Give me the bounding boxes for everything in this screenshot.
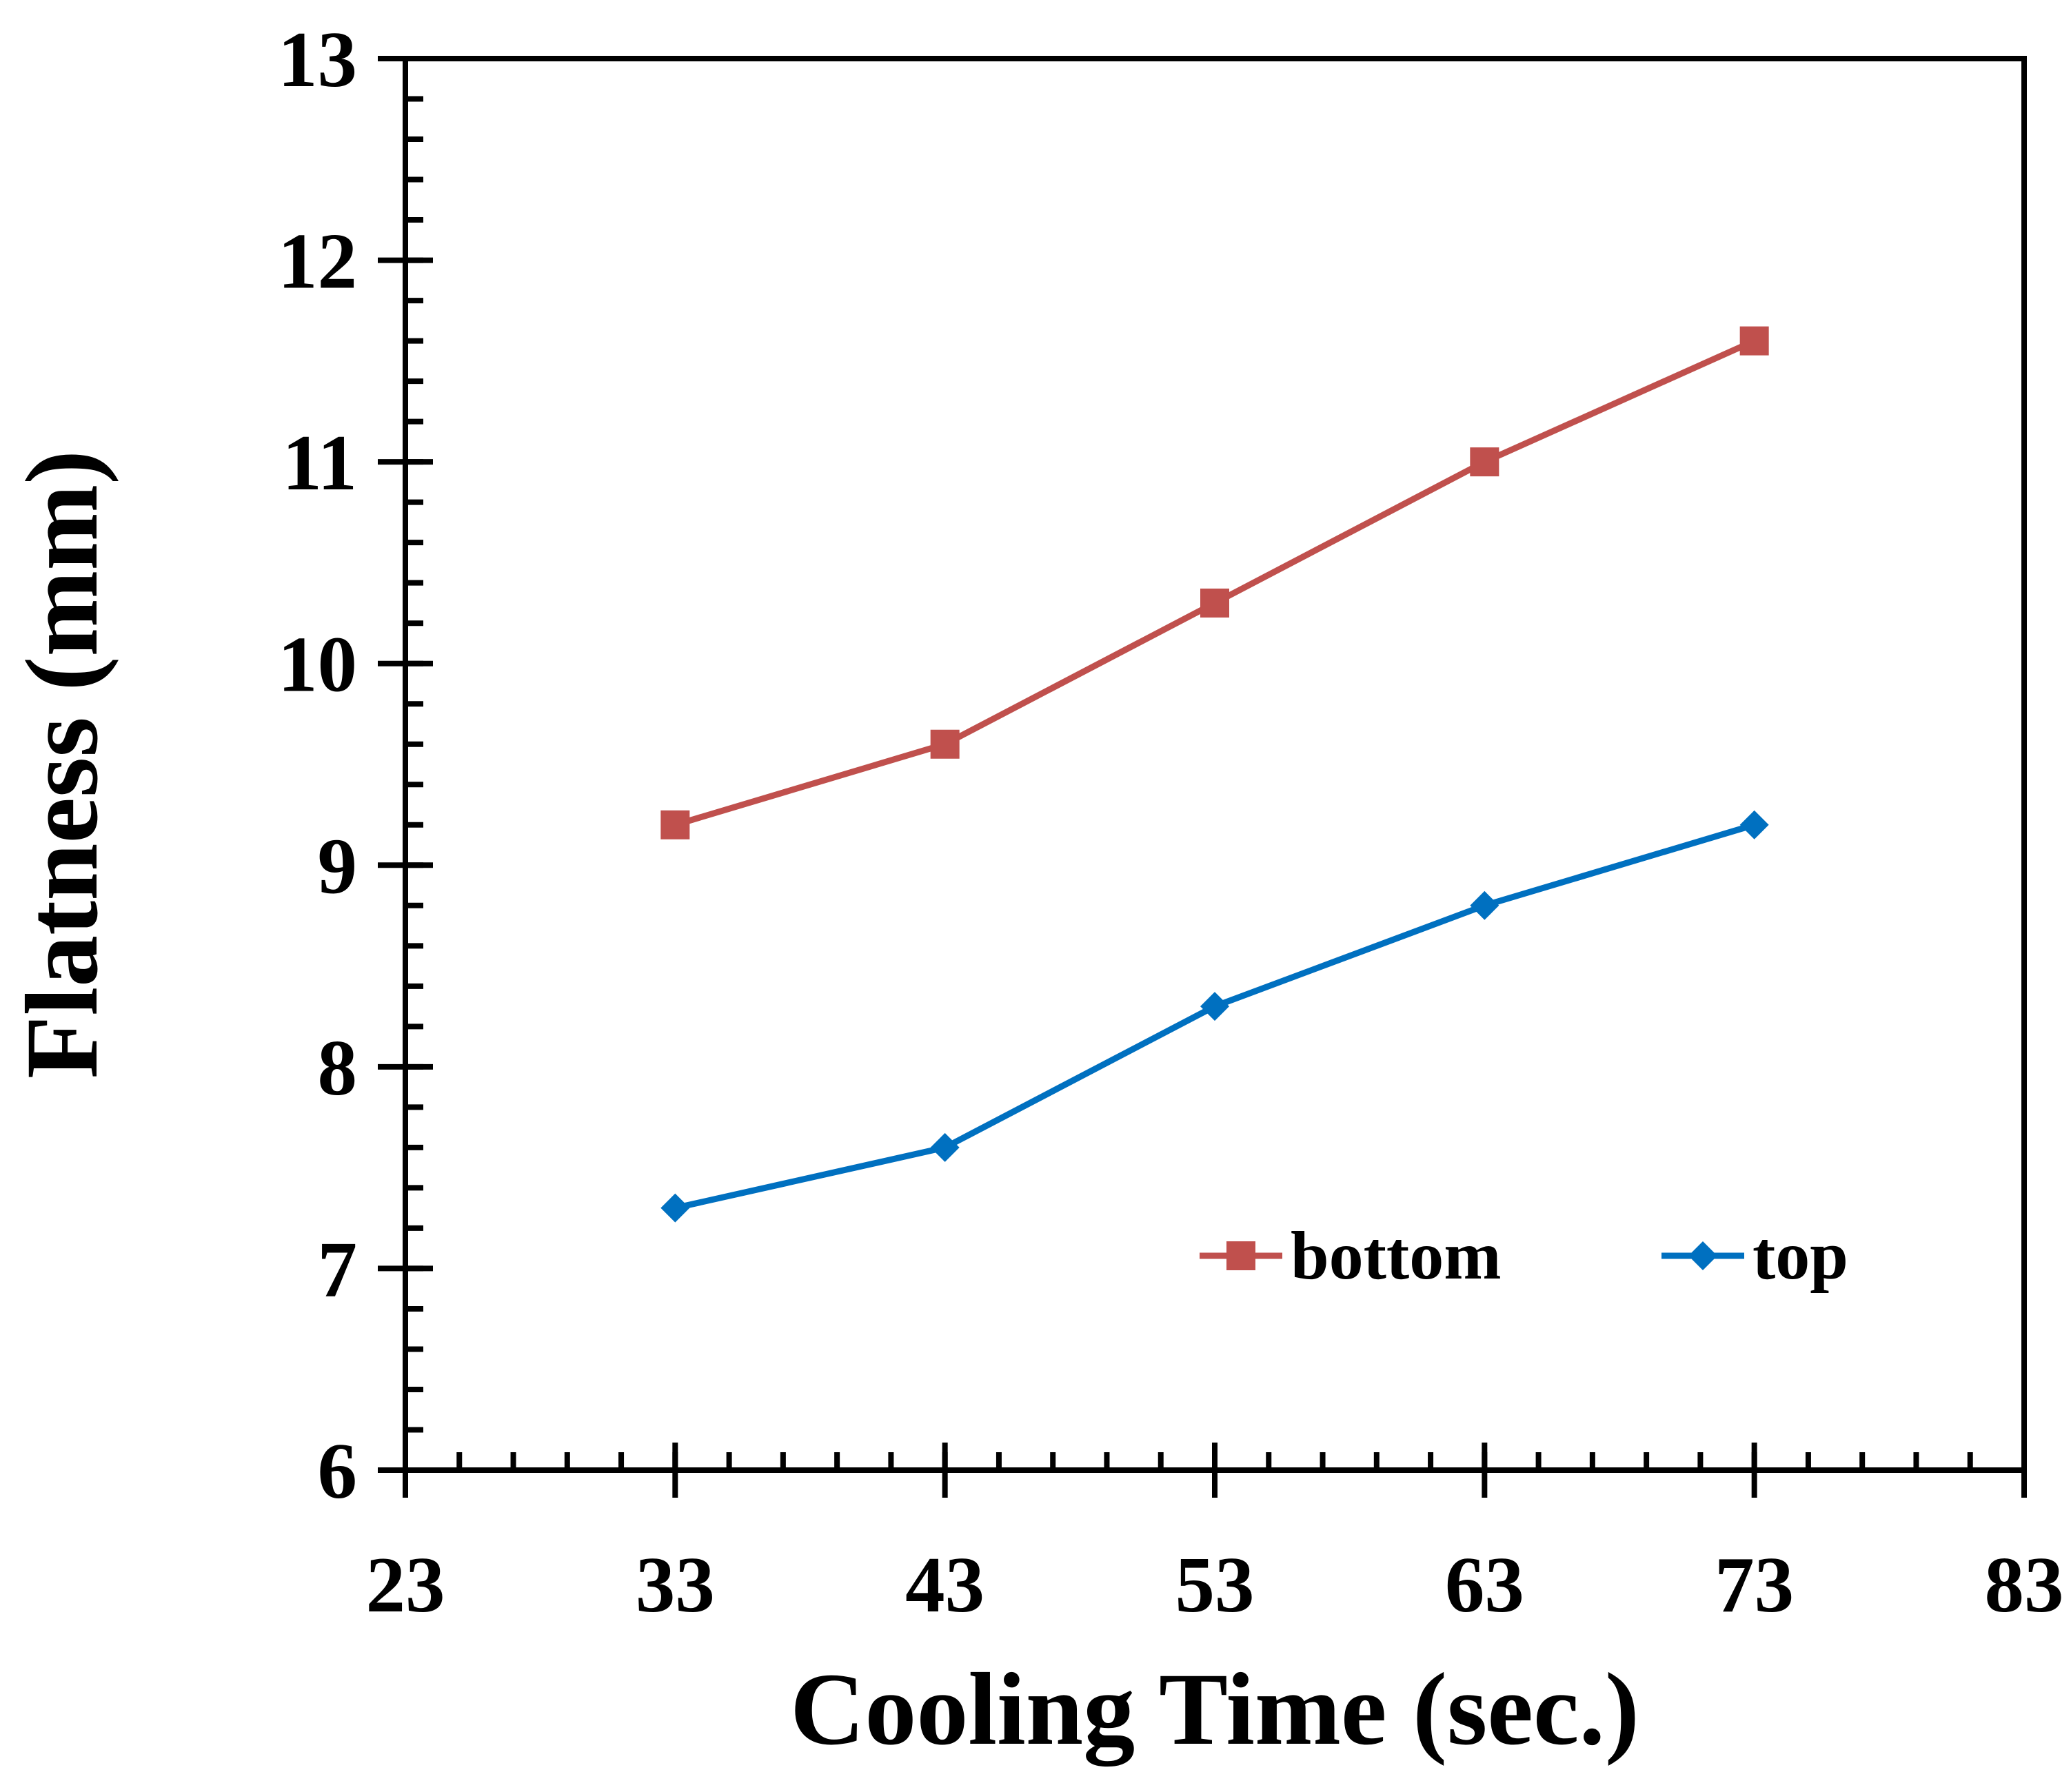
data-point-top (1739, 810, 1769, 839)
y-tick-labels: 6 7 8 9 10 11 12 13 (278, 16, 357, 1515)
legend-top-label: top (1752, 1217, 1848, 1294)
series-layer (660, 326, 1769, 1223)
x-tick-label: 73 (1715, 1541, 1794, 1629)
data-point-top (930, 1132, 960, 1162)
y-tick-label: 12 (278, 218, 357, 305)
x-tick-label: 23 (366, 1541, 445, 1629)
y-tick-label: 9 (318, 822, 358, 910)
legend-bottom-label: bottom (1291, 1217, 1502, 1294)
y-tick-label: 6 (318, 1427, 358, 1515)
major-ticks (378, 56, 2027, 1498)
data-point-bottom (1470, 447, 1499, 477)
y-tick-label: 10 (278, 621, 357, 709)
y-tick-label: 11 (282, 419, 357, 507)
x-tick-label: 83 (1985, 1541, 2064, 1629)
data-point-bottom (930, 729, 960, 759)
legend-bottom-marker (1226, 1241, 1255, 1270)
series-line-bottom (674, 338, 1756, 828)
data-point-bottom (660, 810, 690, 839)
legend: bottom top (1200, 1217, 1848, 1294)
x-tick-label: 63 (1445, 1541, 1524, 1629)
legend-top-marker (1688, 1241, 1717, 1270)
x-tick-labels: 23 33 43 53 63 73 83 (366, 1541, 2064, 1629)
y-tick-label: 13 (278, 16, 357, 103)
x-tick-label: 53 (1175, 1541, 1255, 1629)
data-point-top (1200, 992, 1229, 1021)
data-point-bottom (1739, 326, 1769, 356)
data-point-bottom (1200, 588, 1229, 618)
y-axis-title: Flatness (mm) (5, 450, 119, 1079)
data-point-top (1470, 890, 1499, 920)
data-point-top (660, 1193, 690, 1223)
x-axis-title: Cooling Time (sec.) (790, 1652, 1639, 1766)
y-tick-label: 8 (318, 1024, 358, 1112)
x-tick-label: 43 (905, 1541, 984, 1629)
y-tick-label: 7 (318, 1225, 358, 1313)
x-tick-label: 33 (636, 1541, 715, 1629)
